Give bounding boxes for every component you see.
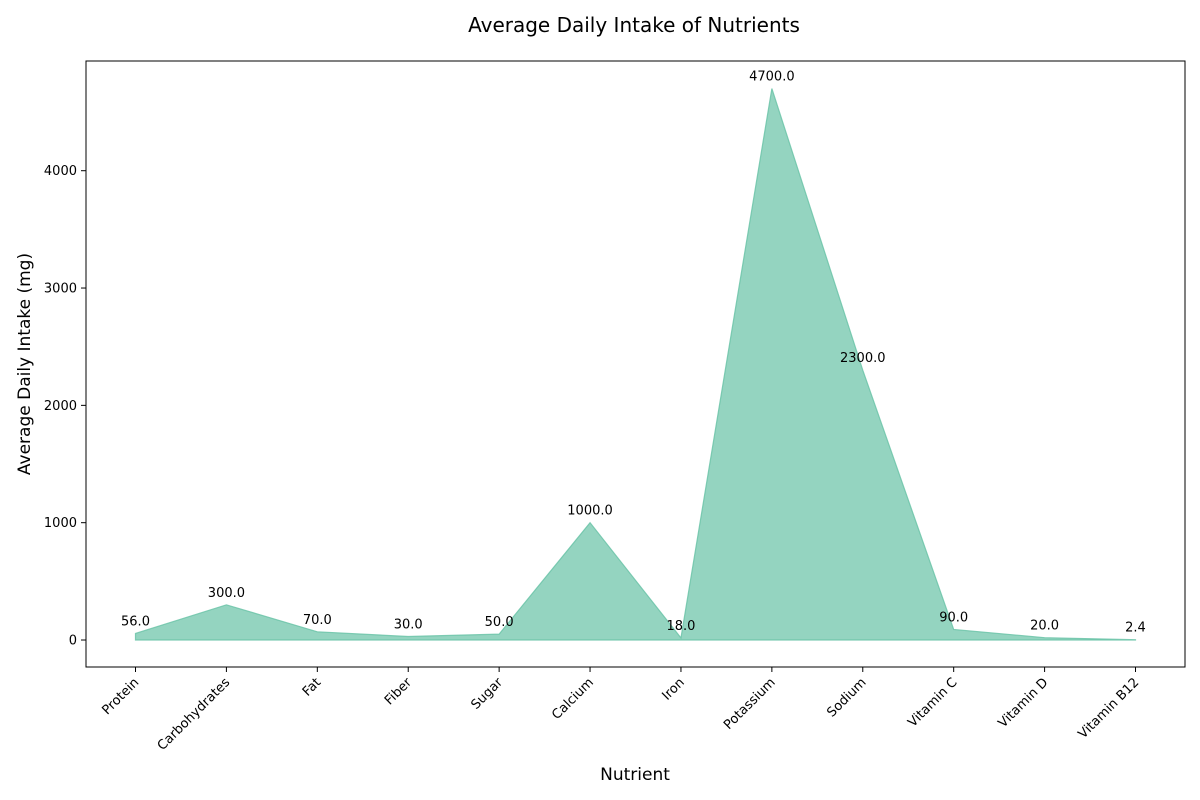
data-label: 4700.0	[749, 70, 795, 85]
data-label: 1000.0	[567, 504, 613, 519]
x-tick-label: Iron	[659, 675, 687, 703]
area-series	[134, 88, 1137, 641]
x-tick-label: Potassium	[721, 675, 779, 733]
x-tick-label: Vitamin B12	[1076, 675, 1143, 742]
data-label: 90.0	[939, 610, 968, 625]
data-label: 2.4	[1125, 621, 1146, 636]
y-axis: 0 1000 2000 3000 4000	[44, 164, 86, 649]
data-label: 56.0	[121, 614, 150, 629]
x-axis: Protein Carbohydrates Fat Fiber Sugar Calcium…	[99, 667, 1142, 754]
x-tick-label: Fat	[300, 675, 324, 699]
x-tick-label: Sodium	[824, 675, 869, 720]
data-label: 30.0	[394, 617, 423, 632]
x-tick-label: Protein	[99, 675, 142, 718]
data-label: 18.0	[666, 619, 695, 634]
data-label: 2300.0	[840, 351, 886, 366]
data-label: 300.0	[208, 586, 245, 601]
y-tick-label: 2000	[44, 399, 77, 414]
y-tick-label: 0	[69, 634, 77, 649]
x-tick-label: Calcium	[549, 675, 597, 723]
data-label: 50.0	[485, 615, 514, 630]
x-tick-label: Vitamin C	[905, 675, 960, 730]
chart-title: Average Daily Intake of Nutrients	[468, 13, 800, 37]
x-tick-label: Sugar	[468, 675, 506, 713]
y-tick-label: 4000	[44, 164, 77, 179]
x-tick-label: Fiber	[382, 675, 416, 709]
data-label: 70.0	[303, 613, 332, 628]
x-tick-label: Carbohydrates	[155, 675, 234, 754]
x-tick-label: Vitamin D	[996, 675, 1052, 731]
plot-area: 56.0 300.0 70.0 30.0 50.0 1000.0 18.0 4700.0 230…	[121, 70, 1146, 641]
y-axis-label: Average Daily Intake (mg)	[15, 253, 35, 475]
plot-frame	[85, 60, 1186, 668]
y-tick-label: 1000	[44, 516, 77, 531]
data-label: 20.0	[1030, 619, 1059, 634]
y-tick-label: 3000	[44, 282, 77, 297]
x-axis-label: Nutrient	[600, 765, 670, 785]
